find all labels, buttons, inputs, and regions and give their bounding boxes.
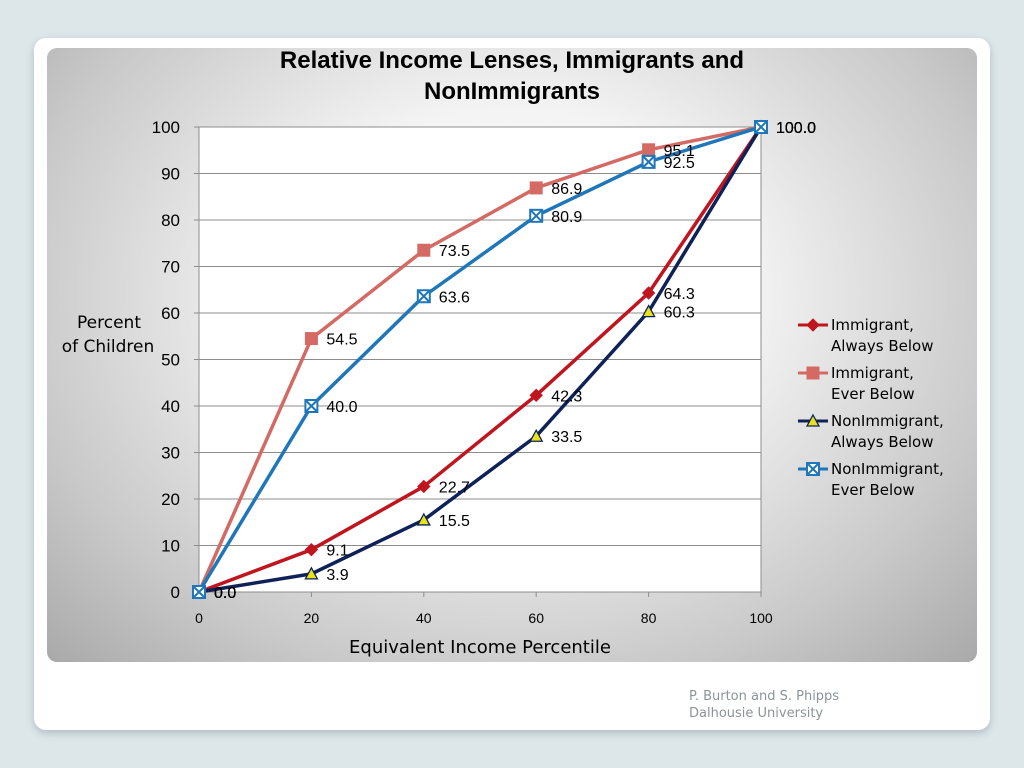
data-label: 100.0	[776, 120, 816, 137]
x-tick-label: 20	[304, 610, 320, 626]
data-label: 0.0	[214, 585, 236, 602]
series-4-point-cross-b	[304, 399, 319, 413]
series-3-point	[529, 428, 544, 442]
data-label: 63.6	[439, 289, 470, 306]
legend-label: Immigrant,	[831, 364, 914, 382]
data-label: 73.5	[439, 243, 470, 260]
data-label: 86.9	[551, 181, 582, 198]
y-axis-label: of Children	[62, 337, 155, 357]
x-tick-label: 0	[195, 610, 203, 626]
legend-label: NonImmigrant,	[831, 412, 944, 430]
y-tick-label: 80	[161, 211, 180, 230]
series-4-point-cross-b	[529, 209, 543, 223]
y-tick-label: 90	[161, 165, 180, 184]
legend-label: Always Below	[831, 433, 933, 451]
series-1-point	[417, 479, 431, 494]
legend-marker-4	[806, 462, 820, 476]
series-2-point	[642, 143, 656, 157]
series-3-point	[641, 304, 656, 318]
data-label: 3.9	[326, 567, 348, 584]
data-label: 0.0	[214, 585, 236, 602]
series-2-point	[529, 181, 543, 195]
x-axis-label: Equivalent Income Percentile	[349, 637, 611, 658]
data-label: 0.0	[214, 585, 236, 602]
series-3-point	[304, 566, 319, 580]
y-tick-label: 30	[161, 444, 180, 463]
y-tick-label: 60	[161, 304, 180, 323]
series-line-1	[198, 126, 763, 594]
series-4-point	[641, 154, 656, 169]
series-4-point	[192, 585, 206, 599]
data-label: 100.0	[776, 120, 816, 137]
series-line-4	[197, 125, 762, 593]
series-line-3	[198, 126, 763, 594]
y-tick-label: 70	[161, 258, 180, 277]
series-line-2	[197, 125, 762, 593]
data-label: 33.5	[551, 429, 582, 446]
legend-label: Ever Below	[831, 385, 915, 403]
series-2-point	[304, 332, 318, 346]
data-label: 40.0	[326, 399, 357, 416]
y-tick-label: 40	[161, 397, 180, 416]
data-label: 9.1	[326, 543, 348, 560]
author-credit: P. Burton and S. Phipps Dalhousie Univer…	[689, 688, 839, 722]
x-tick-label: 100	[749, 610, 773, 626]
series-1-point	[529, 388, 543, 403]
series-4-point	[529, 208, 544, 223]
legend-label: Immigrant,	[831, 316, 914, 334]
y-tick-label: 10	[161, 537, 180, 556]
data-label: 15.5	[439, 513, 470, 530]
series-4-point-cross-b	[641, 155, 656, 169]
data-label: 100.0	[776, 120, 816, 137]
legend-marker-1	[806, 318, 820, 332]
series-1-point	[304, 542, 319, 557]
y-tick-label: 50	[161, 351, 180, 370]
data-label: 80.9	[551, 209, 582, 226]
data-label: 42.3	[551, 388, 582, 405]
data-label: 22.7	[439, 479, 470, 496]
chart-title: Relative Income Lenses, Immigrants and	[280, 47, 744, 74]
x-tick-label: 40	[416, 610, 432, 626]
data-label: 54.5	[326, 332, 357, 349]
series-4-point	[754, 120, 768, 134]
legend-marker-2	[806, 366, 820, 380]
series-4-point	[416, 289, 431, 304]
y-tick-label: 0	[171, 583, 180, 602]
data-label: 92.5	[664, 155, 695, 172]
credit-university: Dalhousie University	[689, 706, 824, 721]
series-2-point	[417, 243, 431, 257]
chart-title: NonImmigrants	[424, 78, 600, 105]
y-axis-label: Percent	[77, 313, 141, 333]
series-4-point-cross-b	[417, 289, 431, 303]
series-4-point-cross-b	[754, 120, 768, 134]
legend-marker-3	[805, 413, 821, 427]
series-3-point	[416, 512, 431, 526]
data-label: 60.3	[664, 305, 695, 322]
series-1-point	[641, 286, 656, 300]
legend-label: Ever Below	[831, 481, 915, 499]
legend-label: Always Below	[831, 337, 933, 355]
y-tick-label: 20	[161, 490, 180, 509]
x-tick-label: 80	[641, 610, 657, 626]
legend-marker-4-cross-b	[806, 462, 820, 476]
legend-label: NonImmigrant,	[831, 460, 944, 478]
credit-authors: P. Burton and S. Phipps	[689, 689, 840, 704]
data-label: 0.0	[214, 585, 236, 602]
x-tick-label: 60	[528, 610, 544, 626]
data-label: 100.0	[776, 120, 816, 137]
y-tick-label: 100	[152, 118, 180, 137]
series-4-point	[304, 399, 319, 413]
series-4-point-cross-b	[192, 585, 206, 599]
data-label: 64.3	[664, 286, 695, 303]
data-label: 95.1	[664, 143, 695, 160]
